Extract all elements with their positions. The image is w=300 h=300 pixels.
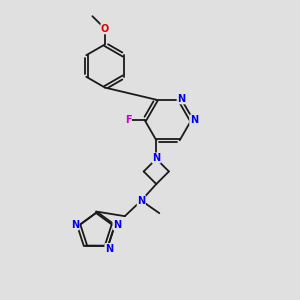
Text: N: N bbox=[71, 220, 79, 230]
Text: N: N bbox=[105, 244, 113, 254]
Text: O: O bbox=[101, 24, 109, 34]
Text: N: N bbox=[113, 220, 121, 230]
Text: N: N bbox=[137, 196, 146, 206]
Text: N: N bbox=[177, 94, 185, 104]
Text: F: F bbox=[125, 115, 131, 125]
Text: N: N bbox=[152, 153, 160, 163]
Text: N: N bbox=[190, 115, 198, 125]
